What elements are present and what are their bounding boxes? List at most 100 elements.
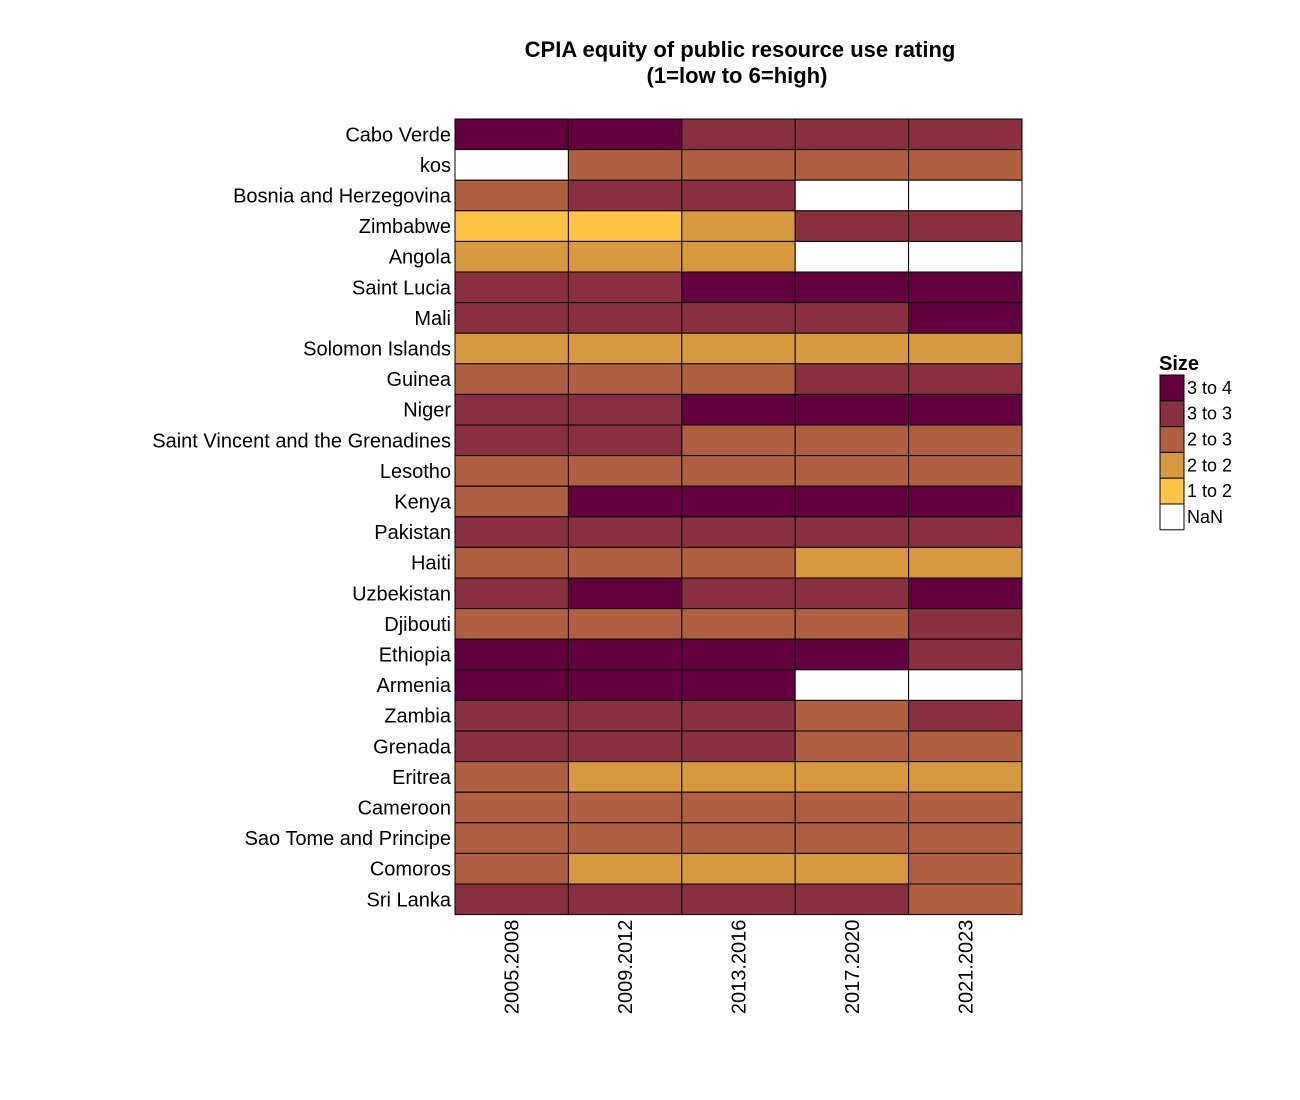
- heatmap-cell: [681, 669, 796, 701]
- heatmap-cell: [567, 516, 683, 548]
- heatmap-cell: [681, 546, 796, 579]
- legend-swatch: [1159, 426, 1185, 453]
- y-tick-label: Comoros: [370, 859, 451, 881]
- heatmap-cell: [681, 240, 796, 273]
- heatmap-cells: [454, 118, 1023, 916]
- heatmap-cell: [794, 271, 910, 304]
- heatmap-cell: [794, 393, 910, 426]
- heatmap-cell: [794, 852, 910, 885]
- y-tick-label: Saint Lucia: [352, 277, 452, 299]
- heatmap-cell: [908, 699, 1023, 732]
- y-tick-label: Guinea: [387, 369, 452, 391]
- y-tick-label: kos: [420, 155, 451, 177]
- heatmap-cell: [794, 302, 910, 334]
- heatmap-cell: [567, 118, 683, 151]
- y-tick-label: Ethiopia: [379, 645, 452, 667]
- heatmap-cell: [454, 179, 569, 212]
- heatmap-cell: [794, 240, 910, 273]
- heatmap-cell: [794, 118, 910, 151]
- y-tick-label: Saint Vincent and the Grenadines: [152, 430, 451, 452]
- x-tick-label: 2013.2016: [729, 920, 751, 1015]
- heatmap-cell: [681, 179, 796, 212]
- legend-title: Size: [1159, 353, 1199, 375]
- heatmap-cell: [567, 485, 683, 518]
- y-tick-label: Grenada: [373, 736, 452, 758]
- y-tick-label: Zambia: [384, 706, 452, 728]
- heatmap-cell: [794, 149, 910, 181]
- y-tick-label: Solomon Islands: [303, 339, 451, 361]
- heatmap-cell: [681, 302, 796, 334]
- heatmap-cell: [908, 332, 1023, 365]
- heatmap-cell: [454, 271, 569, 304]
- heatmap-cell: [681, 852, 796, 885]
- heatmap-cell: [567, 638, 683, 671]
- heatmap-cell: [794, 332, 910, 365]
- heatmap-cell: [681, 424, 796, 457]
- heatmap-cell: [681, 332, 796, 365]
- x-tick-labels: 2005.2008 2009.2012 2013.2016 2017.2020 2021…: [502, 920, 978, 1015]
- y-tick-label: Angola: [389, 247, 452, 269]
- heatmap-cell: [567, 332, 683, 365]
- heatmap-cell: [794, 638, 910, 671]
- y-tick-label: Sao Tome and Principe: [245, 828, 451, 850]
- heatmap-cell: [567, 149, 683, 181]
- heatmap-cell: [908, 761, 1023, 793]
- heatmap-cell: [908, 393, 1023, 426]
- y-tick-label: Djibouti: [384, 614, 451, 636]
- heatmap-cell: [908, 485, 1023, 518]
- heatmap-cell: [794, 791, 910, 824]
- heatmap-cell: [681, 638, 796, 671]
- heatmap-cell: [567, 730, 683, 763]
- legend-swatch: [1159, 503, 1185, 531]
- chart-title-line-1: CPIA equity of public resource use ratin…: [525, 37, 956, 62]
- heatmap-cell: [454, 516, 569, 548]
- heatmap-cell: [681, 761, 796, 793]
- heatmap-cell: [681, 118, 796, 151]
- chart-title-line-2: (1=low to 6=high): [647, 63, 828, 88]
- heatmap-cell: [454, 118, 569, 151]
- heatmap-cell: [908, 546, 1023, 579]
- heatmap-cell: [681, 149, 796, 181]
- heatmap-cell: [681, 516, 796, 548]
- heatmap-cell: [454, 761, 569, 793]
- heatmap-cell: [567, 852, 683, 885]
- heatmap-cell: [908, 363, 1023, 395]
- heatmap-cell: [454, 638, 569, 671]
- heatmap-cell: [567, 822, 683, 854]
- heatmap-cell: [681, 271, 796, 304]
- y-tick-label: Uzbekistan: [352, 583, 451, 605]
- heatmap-cell: [567, 424, 683, 457]
- heatmap-cell: [794, 179, 910, 212]
- legend-label: 1 to 2: [1187, 481, 1232, 501]
- heatmap-cell: [454, 791, 569, 824]
- x-tick-label: 2009.2012: [615, 920, 637, 1015]
- y-tick-label: Sri Lanka: [367, 889, 452, 911]
- y-tick-label: Zimbabwe: [359, 216, 451, 238]
- heatmap-cell: [567, 546, 683, 579]
- heatmap-cell: [454, 577, 569, 610]
- heatmap-cell: [567, 699, 683, 732]
- heatmap-cell: [454, 669, 569, 701]
- heatmap-cell: [454, 455, 569, 487]
- heatmap-cell: [908, 240, 1023, 273]
- legend-label: 3 to 4: [1187, 378, 1232, 398]
- heatmap-cell: [794, 424, 910, 457]
- heatmap-cell: [908, 577, 1023, 610]
- heatmap-cell: [454, 546, 569, 579]
- heatmap-cell: [567, 240, 683, 273]
- heatmap-cell: [681, 485, 796, 518]
- heatmap-cell: [794, 363, 910, 395]
- heatmap-cell: [681, 608, 796, 640]
- heatmap-cell: [681, 455, 796, 487]
- heatmap-cell: [794, 822, 910, 854]
- legend-label: 2 to 2: [1187, 455, 1232, 475]
- heatmap-cell: [908, 791, 1023, 824]
- heatmap-cell: [908, 118, 1023, 151]
- heatmap-cell: [454, 332, 569, 365]
- heatmap-cell: [567, 791, 683, 824]
- y-tick-label: Eritrea: [392, 767, 452, 789]
- heatmap-cell: [794, 669, 910, 701]
- heatmap-cell: [681, 210, 796, 242]
- y-tick-labels: Cabo Verde kos Bosnia and Herzegovina Zimba…: [152, 124, 452, 911]
- heatmap-cell: [681, 699, 796, 732]
